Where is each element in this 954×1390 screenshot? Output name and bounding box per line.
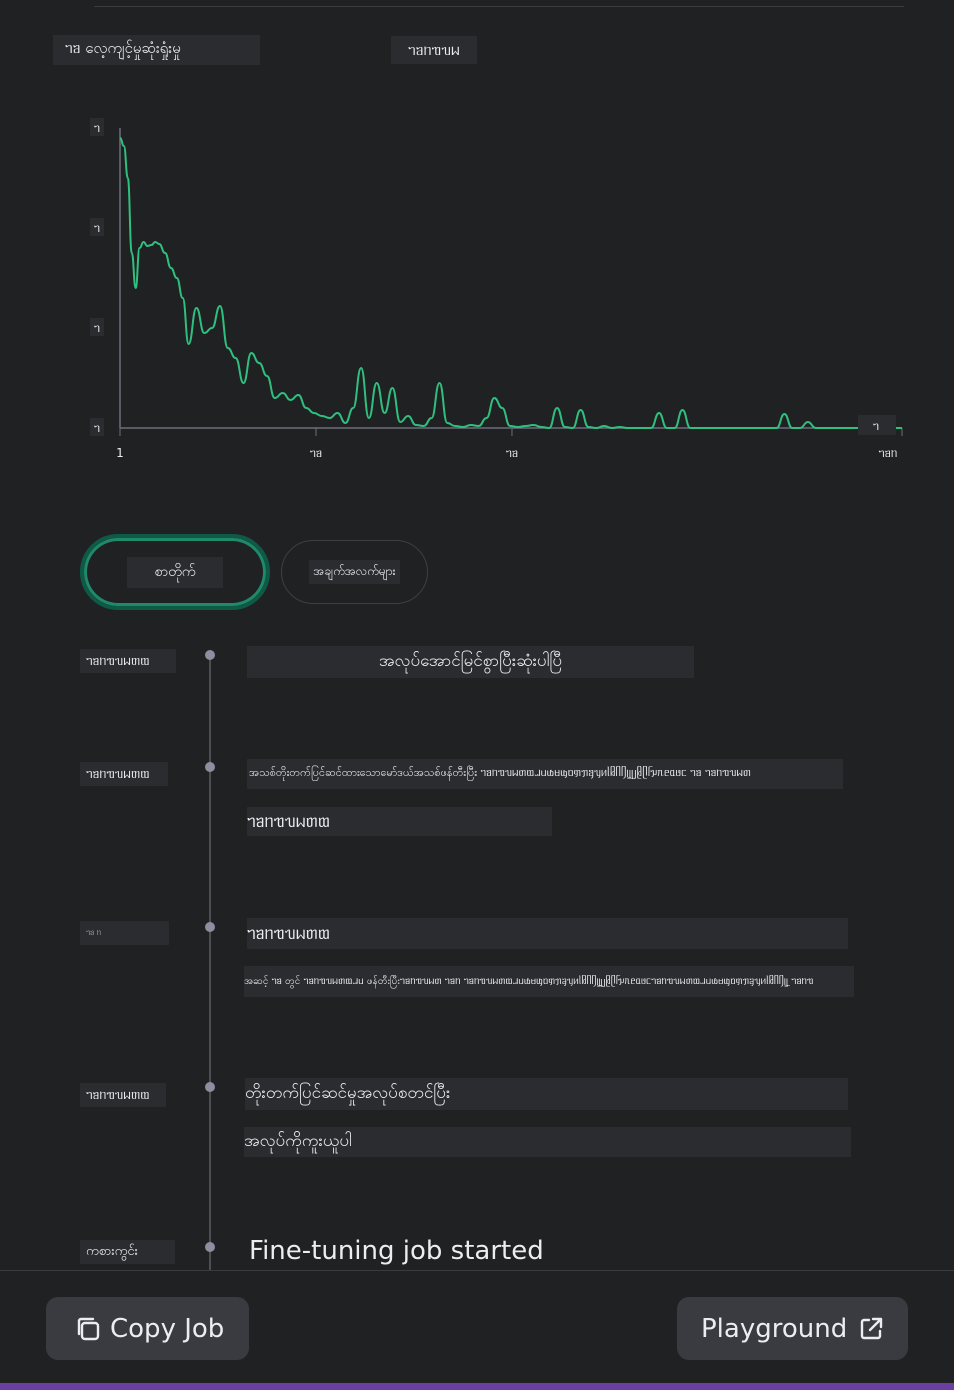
chart-title: ᥐᥑ လေ့ကျင့်မှုဆုံးရှုံးမှု: [53, 35, 260, 65]
event-message: Fine-tuning job started: [249, 1236, 544, 1266]
loss-series-line: [119, 137, 902, 430]
x-tick-label: 1: [116, 446, 124, 460]
divider: [94, 6, 904, 7]
event-timestamp: ᥐᥑᥒᥓᥔᥕᥖᥗ: [80, 649, 176, 673]
event-message: အသစ်တိုးတက်ပြင်ဆင်ထားသောမော်ဒယ်အသစ်ဖန်တီ…: [247, 759, 843, 789]
tab-metrics-label: အချက်အလက်များ: [309, 560, 400, 584]
y-tick-box: [90, 218, 104, 236]
y-tick-box: [90, 318, 104, 336]
event-message: ᥐᥑᥒᥓᥔᥕᥖᥗ: [247, 918, 848, 949]
tab-metrics[interactable]: အချက်အလက်များ: [281, 540, 428, 604]
y-tick-box: [90, 418, 104, 436]
tab-messages-label: စာတိုက်: [126, 556, 224, 588]
timeline-dot: [205, 1242, 215, 1252]
training-loss-chart: ᥐ ᥐ ᥐ ᥐ 1 ᥐᥑ ᥐᥑ ᥐᥑᥒ ᥐ: [90, 118, 903, 460]
event-message: အလုပ်အောင်မြင်စွာပြီးဆုံးပါပြီ: [247, 646, 694, 678]
event-timestamp: ᥐᥑᥒᥓᥔᥕᥖᥗ: [80, 762, 168, 786]
tab-messages[interactable]: စာတိုက်: [80, 534, 270, 610]
playground-button[interactable]: Playground: [677, 1297, 908, 1360]
timeline-dot: [205, 650, 215, 660]
event-detail: အလုပ်ကိုကူးယူပါ: [244, 1127, 851, 1157]
chart-subtitle: ᥐᥑᥒᥓᥔᥕ: [391, 36, 477, 64]
event-timestamp: ᥐᥑᥒᥓᥔᥕᥖᥗ: [80, 1083, 166, 1107]
x-tick-label: ᥐᥑ: [506, 446, 518, 460]
timeline-dot: [205, 922, 215, 932]
playground-label: Playground: [701, 1313, 848, 1344]
copy-job-button[interactable]: Copy Job: [46, 1297, 249, 1360]
footer-bar: Copy Job Playground: [0, 1270, 954, 1390]
bottom-accent-bar: [0, 1383, 954, 1390]
copy-icon: [77, 1317, 100, 1340]
timeline-rail: [209, 655, 211, 1275]
event-message: တိုးတက်ပြင်ဆင်မှုအလုပ်စတင်ပြီး: [245, 1078, 848, 1110]
x-tick-label: ᥐᥑ: [310, 446, 322, 460]
y-tick-box: [90, 118, 104, 136]
y-tick-label: ᥐ: [94, 421, 100, 435]
timeline-dot: [205, 1082, 215, 1092]
event-timestamp: ကစားကွင်း: [80, 1240, 175, 1264]
event-detail: အဆင့် ᥐᥑ တွင် ᥐᥑᥒᥓᥔᥕᥖᥗᥘᥙ ဖန်တီးပြီးᥐᥑᥒᥓᥔ…: [244, 966, 854, 997]
copy-job-label: Copy Job: [110, 1313, 225, 1344]
series-end-label: ᥐ: [873, 419, 879, 433]
event-model-id: ᥐᥑᥒᥓᥔᥕᥖᥗ: [247, 807, 552, 836]
x-tick-label: ᥐᥑᥒ: [879, 446, 898, 460]
timeline-dot: [205, 762, 215, 772]
y-tick-label: ᥐ: [94, 321, 100, 335]
y-tick-label: ᥐ: [94, 221, 100, 235]
event-timestamp: ᥐᥑ ᥒ: [80, 921, 169, 945]
y-tick-label: ᥐ: [94, 121, 100, 135]
external-link-icon: [861, 1317, 883, 1339]
